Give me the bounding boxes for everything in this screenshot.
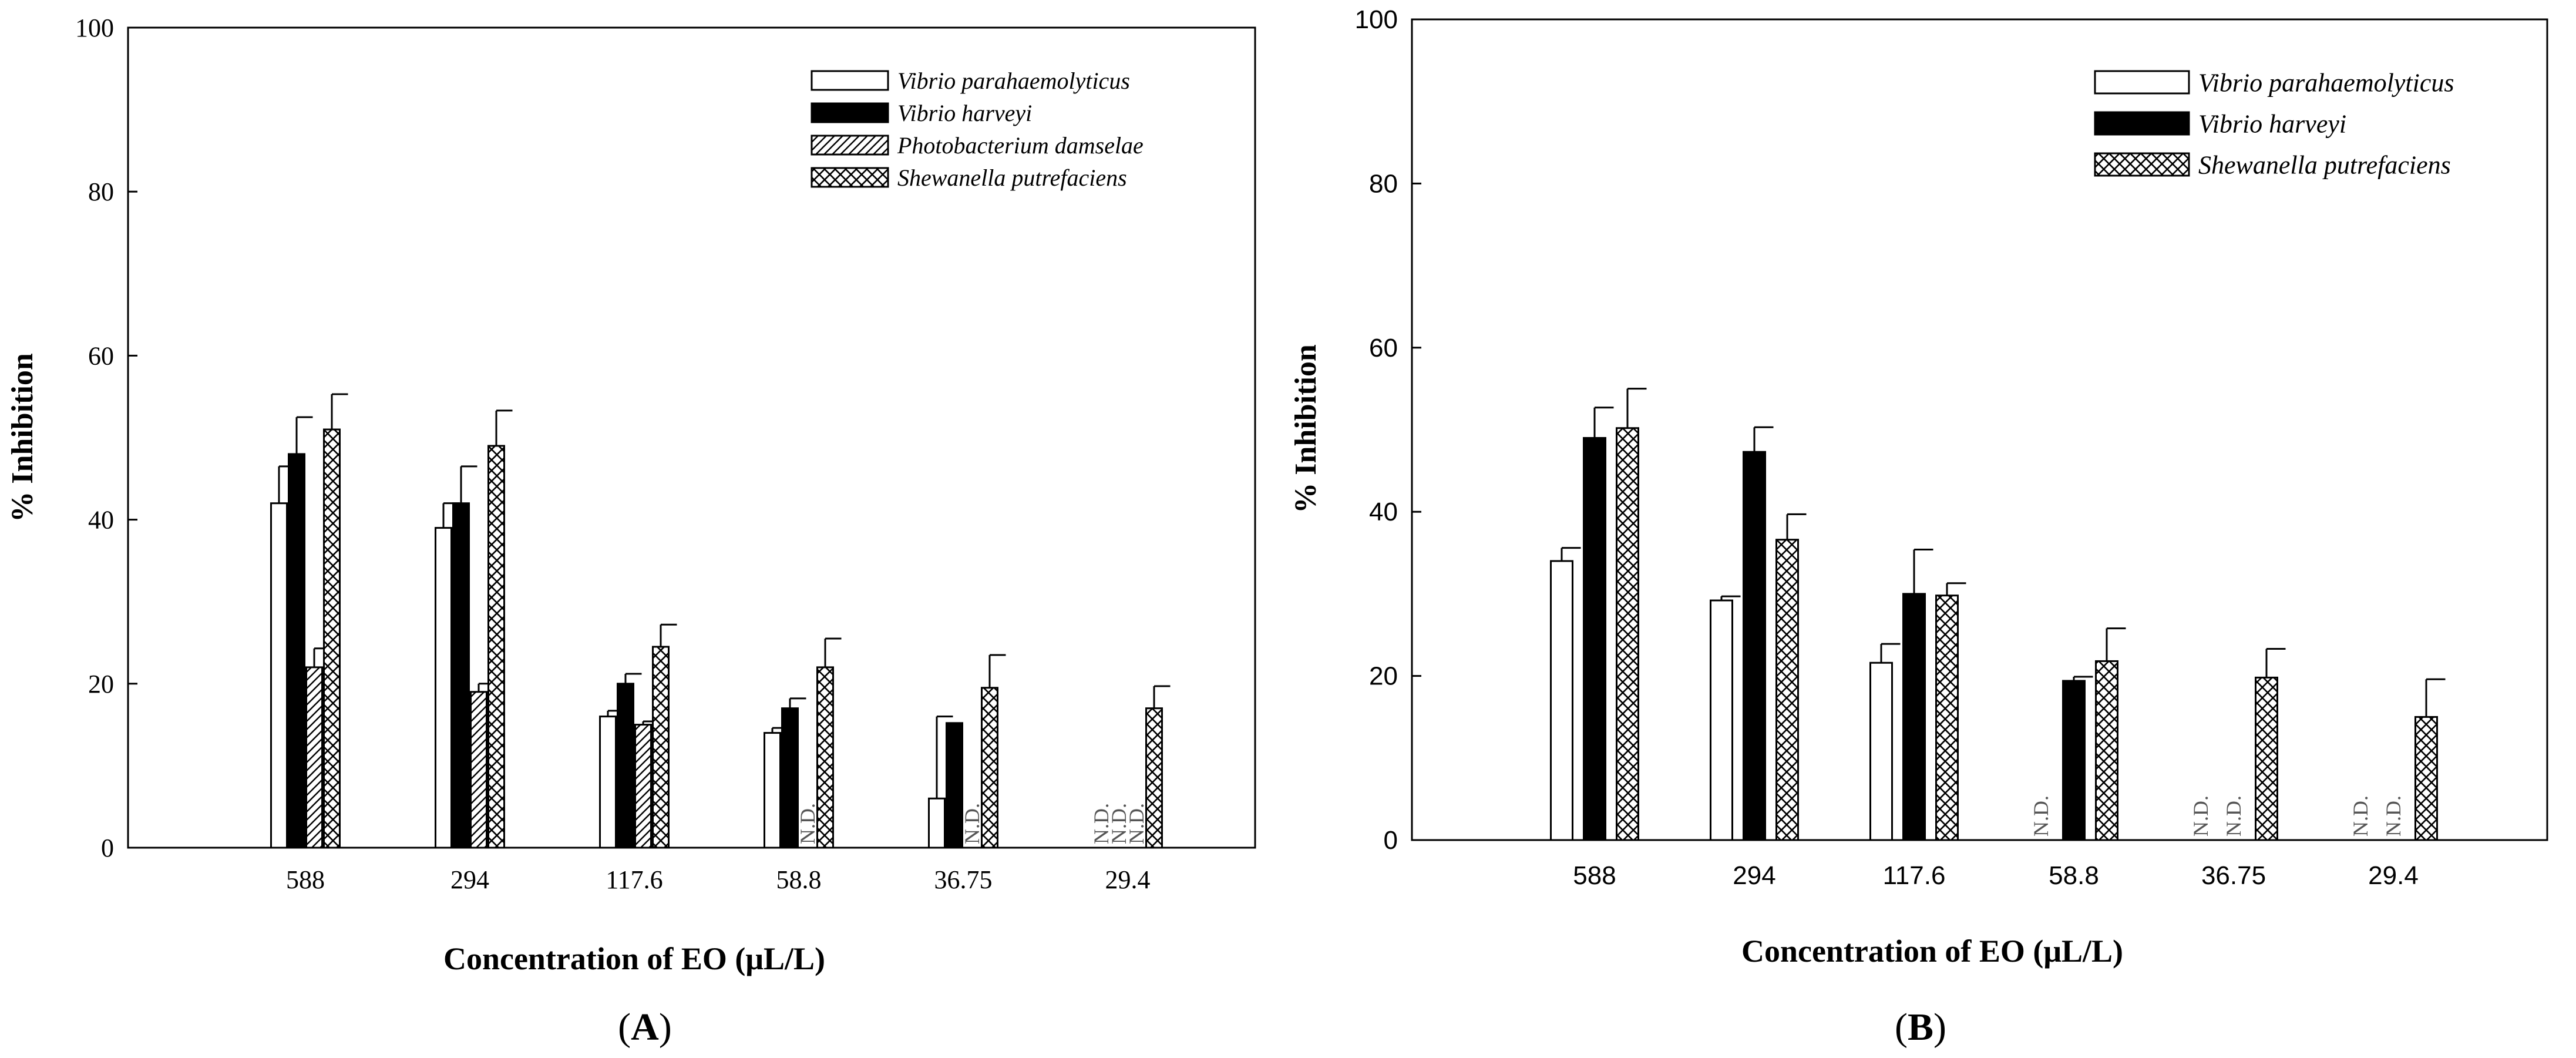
x-tick-label: 58.8 — [2049, 861, 2099, 890]
bar — [652, 646, 670, 849]
bar-group: N.D. N.D. N.D. N.D. N.D. — [1550, 388, 2446, 841]
y-tick-label: 100 — [75, 14, 114, 42]
x-tick-label: 58.8 — [776, 865, 822, 894]
y-tick-label: 60 — [88, 341, 114, 370]
bar — [2095, 660, 2118, 841]
bar — [452, 502, 470, 849]
nd-label: N.D. — [2222, 795, 2245, 837]
y-tick-label: 80 — [1369, 169, 1398, 198]
bar — [1743, 451, 1766, 841]
y-axis: 0 20 40 60 80 100 — [75, 14, 137, 862]
legend: Vibrio parahaemolyticus Vibrio harveyi Pho… — [811, 68, 1144, 191]
bar — [634, 724, 652, 849]
nd-label: N.D. — [796, 803, 819, 844]
bar — [946, 722, 963, 849]
y-tick-label: 40 — [88, 506, 114, 535]
legend: Vibrio parahaemolyticus Vibrio harveyi She… — [2094, 68, 2454, 179]
y-tick-label: 80 — [88, 177, 114, 206]
x-tick-label: 36.75 — [934, 865, 993, 894]
bar — [617, 683, 634, 849]
x-tick-label: 117.6 — [1883, 861, 1946, 890]
y-tick-label: 20 — [1369, 662, 1398, 691]
nd-label: N.D. — [2029, 795, 2053, 837]
bar — [764, 732, 781, 849]
plot-area — [1411, 18, 2548, 841]
x-axis-label: Concentration of EO (μL/L) — [443, 941, 825, 976]
legend-label: Vibrio harveyi — [897, 100, 1032, 126]
bar — [323, 428, 341, 849]
y-axis-label: % Inhibition — [6, 353, 39, 522]
legend-swatch — [811, 135, 889, 156]
bar — [1902, 593, 1926, 841]
y-tick-label: 60 — [1369, 334, 1398, 362]
y-tick-label: 40 — [1369, 498, 1398, 526]
bar — [1616, 427, 1639, 841]
nd-label: N.D. — [1125, 803, 1148, 844]
y-axis: 0 20 40 60 80 100 — [1355, 5, 1421, 855]
y-axis-label: % Inhibition — [1289, 344, 1323, 513]
x-tick-label: 294 — [1733, 861, 1775, 890]
bar — [2255, 676, 2278, 841]
bar — [2414, 716, 2438, 841]
x-tick-label: 36.75 — [2201, 861, 2266, 890]
panel-label: (B) — [1895, 1006, 1946, 1049]
bar — [270, 502, 288, 849]
y-tick-label: 0 — [1384, 826, 1398, 855]
bar — [435, 527, 452, 849]
x-tick-label: 588 — [1573, 861, 1616, 890]
legend-swatch — [2094, 111, 2190, 136]
bar — [1550, 560, 1573, 841]
bar — [470, 691, 487, 849]
x-axis-label: Concentration of EO (μL/L) — [1741, 933, 2123, 969]
x-tick-label: 117.6 — [606, 865, 663, 894]
nd-label: N.D. — [2382, 795, 2405, 837]
x-tick-label: 29.4 — [1105, 865, 1151, 894]
x-tick-label: 294 — [450, 865, 489, 894]
nd-label: N.D. — [1107, 803, 1131, 844]
bar — [928, 797, 946, 849]
legend-label: Photobacterium damselae — [897, 132, 1144, 159]
bar — [599, 716, 617, 849]
y-tick-label: 100 — [1355, 5, 1398, 34]
bar — [1710, 599, 1733, 841]
bar — [1775, 539, 1799, 841]
legend-label: Vibrio harveyi — [2198, 109, 2346, 138]
nd-label: N.D. — [1089, 803, 1113, 844]
bar — [1869, 661, 1893, 841]
chart-panel-b: 0 20 40 60 80 100 N.D. N.D. N.D. N.D. N.D. 588 294… — [1289, 5, 2548, 1049]
bar-group: N.D.N.D.N.D.N.D.N.D. — [270, 393, 1171, 849]
legend-swatch — [811, 167, 889, 188]
bar — [487, 445, 505, 849]
y-tick-label: 20 — [88, 670, 114, 698]
bar — [1935, 595, 1959, 841]
panel-label: (A) — [618, 1006, 672, 1049]
bar — [1583, 436, 1606, 841]
nd-label: N.D. — [960, 803, 984, 844]
bar — [2062, 680, 2086, 841]
legend-swatch — [811, 102, 889, 123]
y-tick-label: 0 — [101, 834, 114, 862]
legend-label: Shewanella putrefaciens — [2198, 150, 2451, 179]
bar — [816, 666, 834, 849]
bar — [1145, 707, 1163, 849]
bar — [288, 453, 305, 849]
legend-label: Vibrio parahaemolyticus — [897, 68, 1130, 94]
bar — [305, 666, 323, 849]
legend-swatch — [2094, 70, 2190, 95]
nd-label: N.D. — [2189, 795, 2212, 837]
x-tick-label: 588 — [286, 865, 325, 894]
legend-swatch — [811, 70, 889, 91]
x-tick-label: 29.4 — [2368, 861, 2419, 890]
plot-area — [127, 26, 1256, 849]
legend-label: Vibrio parahaemolyticus — [2198, 68, 2454, 97]
legend-label: Shewanella putrefaciens — [897, 164, 1127, 191]
bar — [981, 687, 998, 849]
x-axis: 588 294 117.6 58.8 36.75 29.4 — [286, 865, 1151, 894]
legend-swatch — [2094, 152, 2190, 177]
x-axis: 588 294 117.6 58.8 36.75 29.4 — [1573, 861, 2419, 890]
nd-label: N.D. — [2349, 795, 2372, 837]
